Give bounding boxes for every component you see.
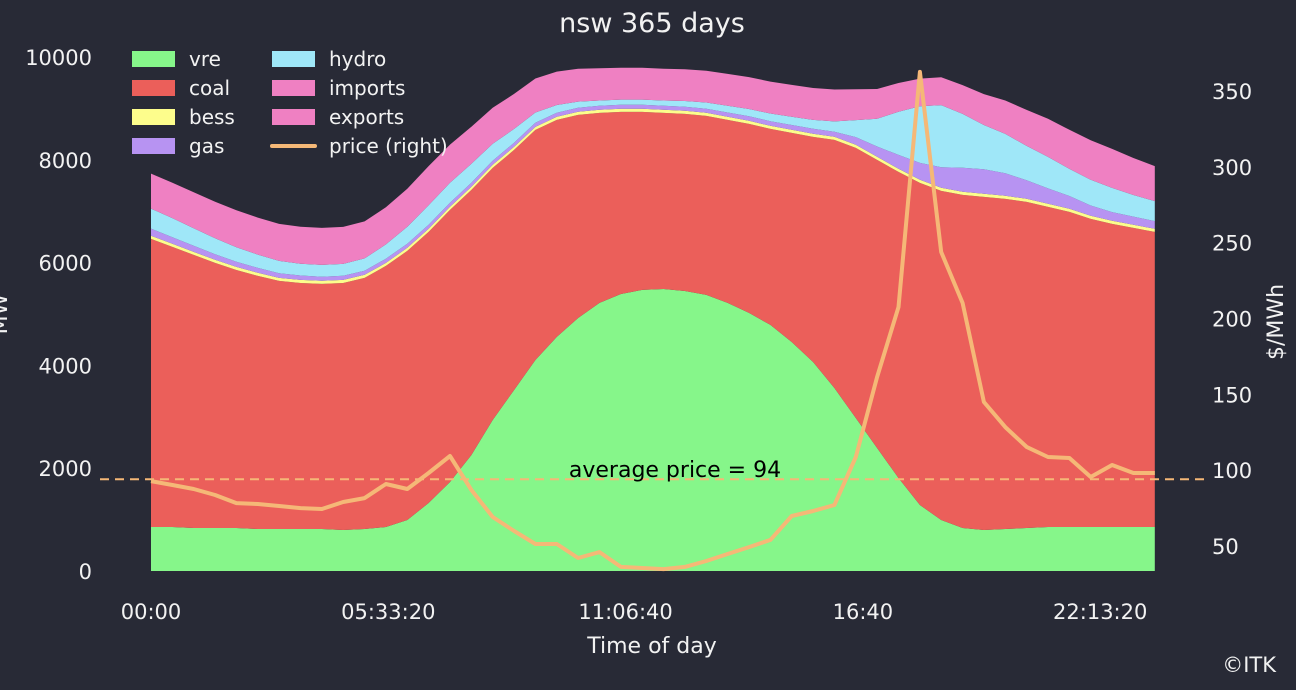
legend-label: coal <box>189 76 230 100</box>
legend-item-price-right: price (right) <box>270 134 448 158</box>
x-tick-label: 22:13:20 <box>1053 600 1147 624</box>
x-axis-label: Time of day <box>586 634 717 659</box>
legend: vre coal bess gas hydro imports exports price (… <box>132 47 448 158</box>
left-axis-ticks: 0 2000 4000 6000 8000 10000 <box>25 46 92 584</box>
legend-label: gas <box>189 134 224 158</box>
y-tick-label: 8000 <box>39 149 92 173</box>
legend-label: vre <box>189 47 221 71</box>
legend-item-bess: bess <box>132 105 235 129</box>
legend-item-imports: imports <box>272 76 405 100</box>
legend-label: bess <box>189 105 235 129</box>
y-right-tick-label: 300 <box>1212 156 1252 180</box>
legend-swatch <box>272 80 315 96</box>
y-right-tick-label: 350 <box>1212 80 1252 104</box>
legend-item-gas: gas <box>132 134 224 158</box>
y-tick-label: 0 <box>79 560 92 584</box>
area-imports <box>151 67 1155 265</box>
legend-label: price (right) <box>329 134 448 158</box>
legend-label: imports <box>329 76 405 100</box>
legend-swatch <box>132 138 175 154</box>
legend-swatch <box>132 109 175 125</box>
legend-item-coal: coal <box>132 76 230 100</box>
x-tick-label: 16:40 <box>833 600 894 624</box>
legend-item-vre: vre <box>132 47 221 71</box>
x-axis-ticks: 00:00 05:33:20 11:06:40 16:40 22:13:20 <box>121 600 1148 624</box>
legend-swatch <box>272 51 315 67</box>
legend-label: exports <box>329 105 404 129</box>
chart-title: nsw 365 days <box>559 8 745 39</box>
x-tick-label: 11:06:40 <box>578 600 672 624</box>
legend-item-exports: exports <box>272 105 404 129</box>
y-tick-label: 10000 <box>25 46 92 70</box>
area-vre <box>151 289 1155 571</box>
y-tick-label: 6000 <box>39 252 92 276</box>
right-axis-ticks: 50 100 150 200 250 300 350 <box>1212 80 1252 559</box>
y-right-axis-label: $/MWh <box>1264 284 1289 360</box>
legend-swatch <box>132 51 175 67</box>
x-tick-label: 05:33:20 <box>341 600 435 624</box>
legend-label: hydro <box>329 47 386 71</box>
y-right-tick-label: 50 <box>1212 535 1239 559</box>
stacked-areas <box>151 67 1155 571</box>
y-right-tick-label: 100 <box>1212 459 1252 483</box>
area-hydro <box>151 99 1155 277</box>
y-tick-label: 2000 <box>39 457 92 481</box>
x-tick-label: 00:00 <box>121 600 182 624</box>
area-coal <box>151 111 1155 531</box>
y-axis-label: MW <box>0 293 13 334</box>
y-right-tick-label: 150 <box>1212 383 1252 407</box>
legend-swatch <box>132 80 175 96</box>
price-line <box>150 69 1155 572</box>
y-tick-label: 4000 <box>39 354 92 378</box>
y-right-tick-label: 200 <box>1212 307 1252 331</box>
legend-item-hydro: hydro <box>272 47 386 71</box>
legend-swatch <box>272 109 315 125</box>
y-right-tick-label: 250 <box>1212 232 1252 256</box>
copyright: ©ITK <box>1222 653 1277 677</box>
average-price-label: average price = 94 <box>569 458 781 483</box>
